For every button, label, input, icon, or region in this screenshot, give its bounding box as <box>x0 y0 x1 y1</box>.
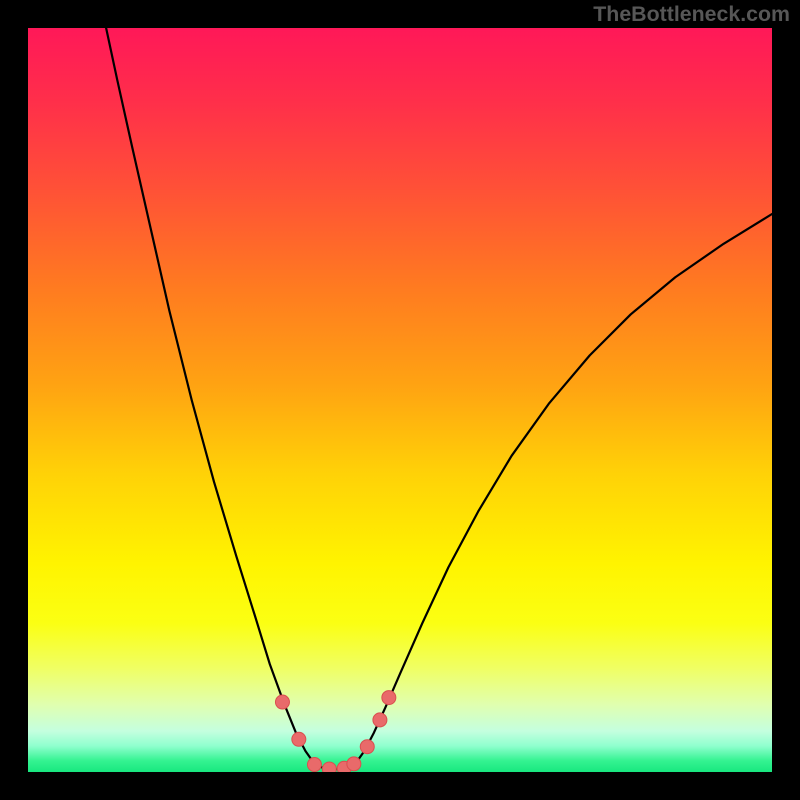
chart-svg <box>28 28 772 772</box>
curve-marker <box>292 732 306 746</box>
curve-marker <box>382 691 396 705</box>
curve-marker <box>307 758 321 772</box>
watermark-text: TheBottleneck.com <box>593 2 790 27</box>
curve-marker <box>373 713 387 727</box>
curve-marker <box>275 695 289 709</box>
plot-area <box>28 28 772 772</box>
bottleneck-curve <box>106 28 772 769</box>
curve-marker <box>360 740 374 754</box>
curve-marker <box>322 762 336 772</box>
chart-frame: TheBottleneck.com <box>0 0 800 800</box>
curve-marker <box>347 757 361 771</box>
